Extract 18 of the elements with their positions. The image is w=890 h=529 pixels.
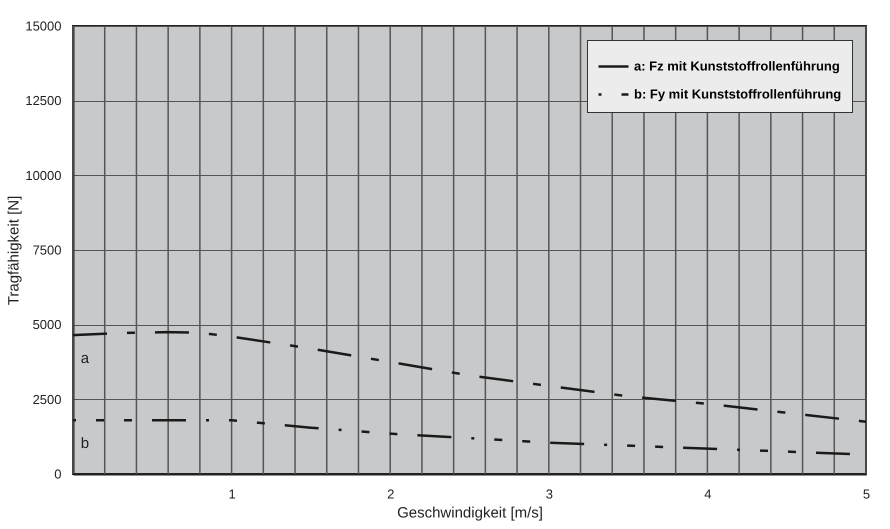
legend-label: b: Fy mit Kunststoffrollenführung xyxy=(634,86,842,102)
y-tick-label: 10000 xyxy=(25,168,62,183)
y-tick-label: 12500 xyxy=(25,93,62,108)
x-tick-label: 5 xyxy=(862,486,870,502)
y-tick-label: 5000 xyxy=(32,317,62,332)
y-tick-label: 7500 xyxy=(32,242,62,258)
annotation: b xyxy=(80,435,90,452)
x-tick-label: 2 xyxy=(387,486,394,502)
legend-label: a: Fz mit Kunststoffrollenführung xyxy=(634,58,840,74)
x-tick-label: 4 xyxy=(704,486,712,502)
y-tick-label: 2500 xyxy=(32,392,62,407)
annotation: a xyxy=(80,350,90,368)
x-axis-title: Geschwindigkeit [m/s] xyxy=(397,504,543,522)
y-tick-label: 15000 xyxy=(25,18,62,34)
x-tick-label: 3 xyxy=(546,486,553,502)
x-tick-label: 1 xyxy=(228,486,236,502)
y-tick-label: 0 xyxy=(54,466,62,482)
y-axis-title: Tragfähigkeit [N] xyxy=(5,196,22,306)
